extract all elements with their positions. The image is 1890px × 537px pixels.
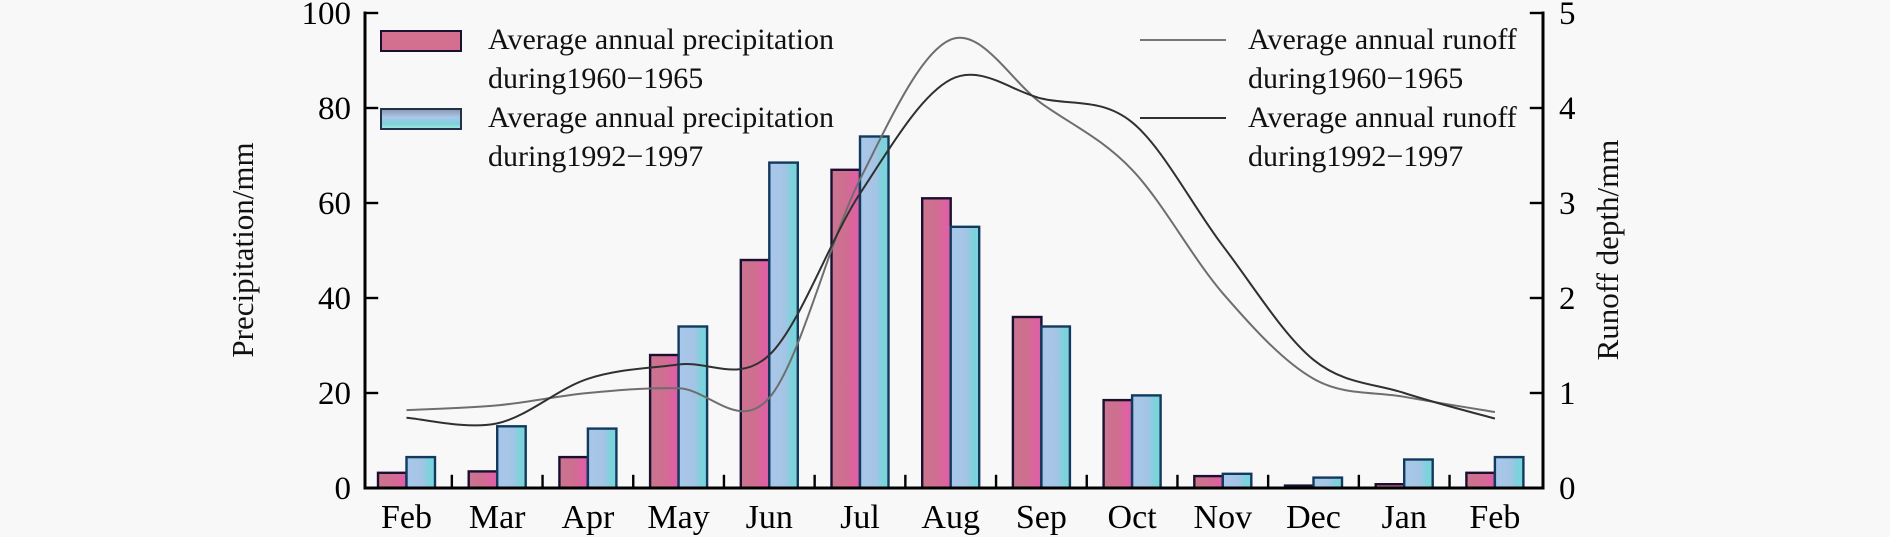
bar-precip-1992-1997 xyxy=(768,161,799,490)
left-axis-tick-label: 0 xyxy=(335,471,352,507)
bar-precip-1960-1965 xyxy=(1465,471,1497,490)
left-axis-tick-label: 60 xyxy=(318,186,351,222)
bar-precip-1992-1997 xyxy=(1493,455,1525,490)
bar-precip-1960-1965 xyxy=(467,470,499,490)
bar-precip-1960-1965 xyxy=(558,455,590,490)
bar-precip-1960-1965 xyxy=(739,258,771,490)
legend-label: during1960−1965 xyxy=(488,62,704,95)
runoff-curve-1960-1965 xyxy=(406,36,1496,413)
bar-precip-1992-1997 xyxy=(586,427,618,490)
legend-label: during1960−1965 xyxy=(1248,62,1464,95)
legend-label: during1992−1997 xyxy=(1248,140,1464,173)
legend-label: Average annual runoff xyxy=(1248,23,1517,56)
precip-1960-1965-swatch xyxy=(380,30,462,52)
axes xyxy=(363,11,1545,490)
bar-precip-1992-1997 xyxy=(1040,325,1072,490)
bar-precip-1960-1965 xyxy=(1011,315,1043,490)
legend-label: Average annual precipitation xyxy=(488,101,834,134)
bar-precip-1960-1965 xyxy=(921,197,952,490)
x-axis-category-label: Mar xyxy=(469,499,526,536)
x-axis-category-label: Feb xyxy=(381,499,432,536)
x-axis-category-label: May xyxy=(647,499,709,536)
x-axis-category-label: Jan xyxy=(1382,499,1427,536)
legend-precipitation: Average annual precipitation during1960−… xyxy=(380,20,834,176)
right-axis-tick-label: 2 xyxy=(1559,281,1576,317)
bar-precip-1992-1997-series xyxy=(405,135,1525,490)
right-axis-tick-label: 0 xyxy=(1559,471,1576,507)
precip-1992-1997-swatch xyxy=(380,108,462,130)
right-axis-title: Runoff depth/mm xyxy=(1590,139,1625,361)
bar-precip-1992-1997 xyxy=(1402,458,1434,490)
legend-label: Average annual precipitation xyxy=(488,23,834,56)
legend-item-precip-1960-1965: Average annual precipitation during1960−… xyxy=(380,20,834,98)
legend-label: Average annual runoff xyxy=(1248,101,1517,134)
right-axis-tick-label: 1 xyxy=(1559,376,1576,412)
left-axis-title: Precipitation/mm xyxy=(225,142,260,358)
x-axis-category-label: Dec xyxy=(1286,499,1341,536)
legend-runoff: Average annual runoff during1960−1965 Av… xyxy=(1140,20,1517,176)
axis-tick-labels: 0 20 40 60 80 100 0 1 2 3 4 5 Feb Mar Apr May Jun Jul Aug S… xyxy=(302,0,1576,536)
x-axis-category-label: Apr xyxy=(561,499,615,536)
left-axis-tick-label: 100 xyxy=(302,0,352,32)
legend-item-runoff-1960-1965: Average annual runoff during1960−1965 xyxy=(1140,20,1517,98)
right-axis-tick-label: 3 xyxy=(1559,186,1576,222)
x-axis-category-label: Jul xyxy=(840,499,880,536)
bar-precip-1992-1997 xyxy=(496,425,527,490)
left-axis-tick-label: 20 xyxy=(318,376,351,412)
left-axis-tick-label: 80 xyxy=(318,91,351,127)
axis-frame xyxy=(363,11,1545,490)
runoff-curve-1992-1997 xyxy=(406,73,1496,427)
legend-item-precip-1992-1997: Average annual precipitation during1992−… xyxy=(380,98,834,176)
x-axis-category-label: Sep xyxy=(1016,499,1067,536)
bar-precip-1992-1997 xyxy=(1221,472,1253,490)
bar-precip-1992-1997 xyxy=(1130,394,1162,490)
runoff-curves xyxy=(406,36,1496,427)
legend-label: during1992−1997 xyxy=(488,140,704,173)
x-axis-category-label: Jun xyxy=(746,499,793,536)
bar-precip-1992-1997 xyxy=(405,455,437,490)
bar-precip-1960-1965 xyxy=(1193,474,1225,490)
bar-precip-1960-1965 xyxy=(1102,398,1134,490)
bar-precip-1992-1997 xyxy=(949,225,981,490)
bar-precip-1960-1965-series xyxy=(376,168,1497,490)
x-axis-category-label: Aug xyxy=(921,499,980,536)
runoff-1992-1997-swatch xyxy=(1140,117,1226,119)
x-axis-category-label: Oct xyxy=(1108,499,1158,536)
bar-precip-1960-1965 xyxy=(376,471,408,490)
x-axis-category-label: Feb xyxy=(1469,499,1520,536)
legend-item-runoff-1992-1997: Average annual runoff during1992−1997 xyxy=(1140,98,1517,176)
bar-precip-1992-1997 xyxy=(858,135,890,490)
right-axis-tick-label: 5 xyxy=(1559,0,1576,32)
left-axis-tick-label: 40 xyxy=(318,281,351,317)
right-axis-tick-label: 4 xyxy=(1559,91,1576,127)
x-axis-category-label: Nov xyxy=(1194,499,1253,536)
bar-precip-1960-1965 xyxy=(648,353,680,490)
bar-precip-1992-1997 xyxy=(1312,476,1344,490)
bar-precip-1992-1997 xyxy=(677,325,709,490)
runoff-1960-1965-swatch xyxy=(1140,39,1226,41)
precipitation-bars xyxy=(376,135,1525,490)
